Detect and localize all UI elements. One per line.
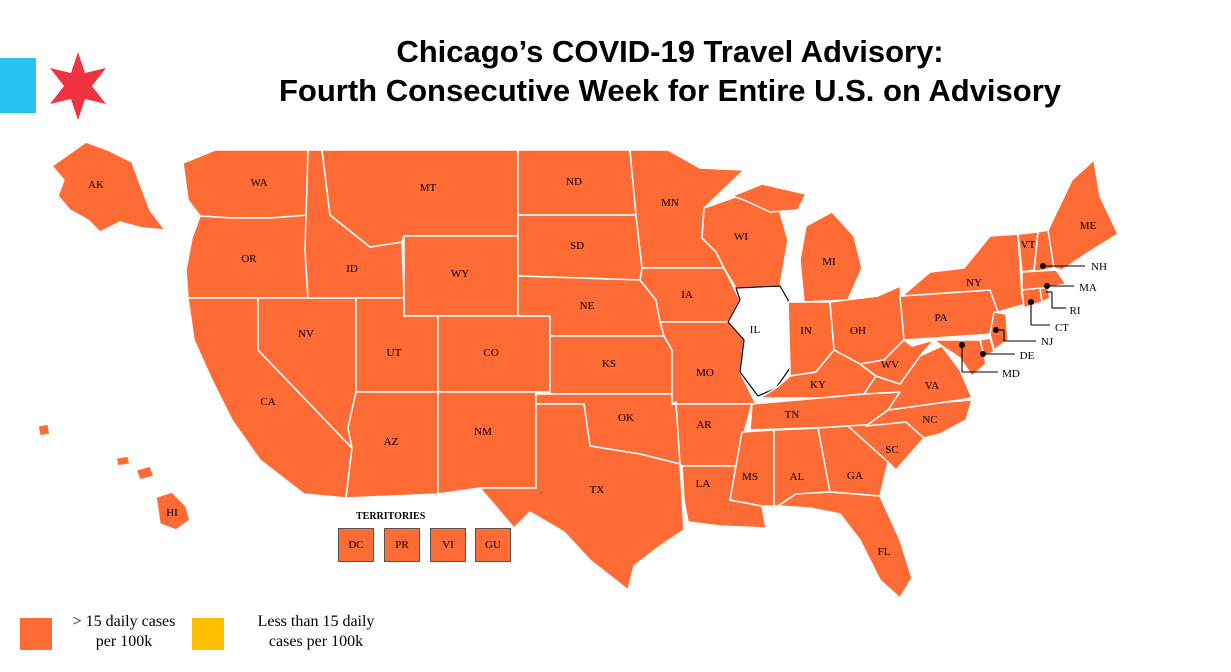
label-ma: MA — [1079, 282, 1097, 294]
label-ms: MS — [742, 471, 758, 483]
label-wv: WV — [881, 359, 899, 371]
label-sc: SC — [885, 444, 898, 456]
label-mi: MI — [822, 256, 836, 268]
label-nj: NJ — [1041, 336, 1054, 348]
label-wy: WY — [451, 268, 469, 280]
territory-pr: PR — [384, 528, 420, 562]
label-sd: SD — [570, 240, 584, 252]
state-hi-island-1 — [37, 423, 51, 437]
state-fl — [777, 491, 913, 599]
label-ne: NE — [580, 300, 595, 312]
label-ct: CT — [1055, 322, 1069, 334]
label-ut: UT — [387, 347, 402, 359]
state-wa — [182, 149, 309, 219]
legend-swatch-non-advisory — [192, 618, 224, 650]
label-nv: NV — [298, 328, 314, 340]
label-nd: ND — [566, 176, 582, 188]
label-il: IL — [750, 324, 761, 336]
label-vt: VT — [1021, 239, 1036, 251]
chicago-flag-stripe — [0, 58, 36, 113]
label-tx: TX — [590, 484, 605, 496]
label-az: AZ — [384, 436, 399, 448]
title-line-2: Fourth Consecutive Week for Entire U.S. … — [278, 73, 1062, 108]
state-mi-upper — [731, 183, 807, 213]
state-labels: AK HI WA OR CA NV ID MT WY UT CO AZ NM N… — [88, 176, 1107, 558]
label-ok: OK — [618, 412, 634, 424]
legend-advisory-line-1: > 15 daily cases — [72, 613, 176, 630]
state-ma — [1021, 269, 1067, 291]
label-mn: MN — [661, 197, 679, 209]
legend-advisory-line-2: per 100k — [95, 633, 153, 650]
label-va: VA — [925, 380, 940, 392]
label-in: IN — [800, 325, 812, 337]
legend-non-advisory-line-2: cases per 100k — [268, 633, 364, 650]
legend-swatch-advisory — [20, 618, 52, 650]
state-mt — [321, 149, 519, 248]
label-me: ME — [1080, 220, 1097, 232]
label-ny: NY — [966, 277, 982, 289]
label-md: MD — [1002, 368, 1020, 380]
label-ky: KY — [810, 379, 826, 391]
state-nj — [989, 311, 1009, 351]
territory-vi: VI — [430, 528, 466, 562]
leader-lines — [959, 263, 1085, 373]
label-pa: PA — [934, 312, 947, 324]
state-me — [1047, 159, 1119, 271]
state-ga — [817, 425, 889, 497]
label-oh: OH — [850, 325, 866, 337]
page-title: Chicago’s COVID-19 Travel Advisory: Four… — [200, 32, 1140, 110]
state-hi — [155, 491, 191, 531]
state-md — [933, 339, 987, 377]
label-mt: MT — [420, 182, 437, 194]
label-ks: KS — [602, 358, 616, 370]
legend-label-advisory: > 15 daily cases per 100k — [56, 612, 192, 652]
state-ny — [901, 233, 1027, 313]
state-ri — [1039, 287, 1051, 303]
territory-gu: GU — [475, 528, 511, 562]
label-de: DE — [1020, 350, 1035, 362]
label-or: OR — [241, 253, 257, 265]
state-il — [727, 285, 791, 397]
label-al: AL — [790, 471, 805, 483]
state-ak — [51, 141, 166, 233]
label-nc: NC — [922, 414, 937, 426]
state-pa — [899, 289, 1001, 341]
title-line-1: Chicago’s COVID-19 Travel Advisory: — [396, 34, 944, 69]
label-fl: FL — [878, 546, 891, 558]
chicago-star-icon — [50, 52, 106, 120]
label-tn: TN — [785, 409, 800, 421]
legend-non-advisory-line-1: Less than 15 daily — [257, 613, 375, 630]
territory-dc: DC — [338, 528, 374, 562]
legend-label-non-advisory: Less than 15 daily cases per 100k — [236, 612, 396, 652]
label-nm: NM — [474, 426, 492, 438]
label-id: ID — [346, 263, 358, 275]
state-tx — [479, 403, 685, 591]
label-ak: AK — [88, 179, 104, 191]
label-ca: CA — [260, 396, 275, 408]
label-la: LA — [696, 478, 711, 490]
label-nh: NH — [1091, 261, 1107, 273]
state-hi-island-3 — [135, 465, 155, 481]
label-hi: HI — [166, 507, 178, 519]
label-ar: AR — [696, 419, 712, 431]
label-ga: GA — [847, 470, 863, 482]
state-hi-island-2 — [115, 455, 131, 467]
label-wa: WA — [250, 177, 267, 189]
label-wi: WI — [734, 231, 748, 243]
state-mi — [799, 211, 863, 303]
label-ia: IA — [681, 289, 693, 301]
state-nm — [437, 391, 537, 495]
label-co: CO — [483, 347, 498, 359]
label-mo: MO — [696, 367, 714, 379]
territories-title: TERRITORIES — [356, 511, 426, 522]
state-ct — [1021, 287, 1043, 309]
label-ri: RI — [1070, 305, 1081, 317]
